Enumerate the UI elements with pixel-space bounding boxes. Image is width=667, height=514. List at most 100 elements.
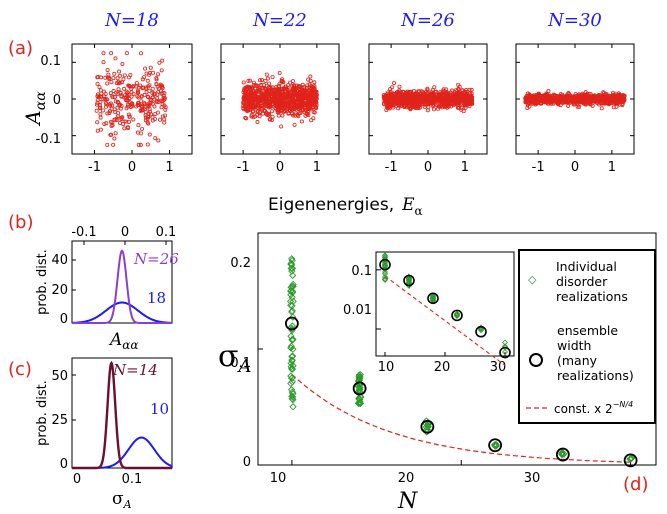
panel-a-point (104, 121, 109, 126)
panel-a-point (120, 80, 125, 85)
panel-a-point (103, 91, 108, 96)
inset-circle (379, 258, 391, 271)
panel-a-point (141, 75, 146, 80)
panel-a-point (277, 88, 282, 93)
panel-a-point (272, 93, 277, 98)
panel-a-point (300, 82, 305, 87)
panel-d-diamond (355, 373, 363, 381)
panel-a-point (607, 101, 612, 106)
panel-a-point (412, 95, 417, 100)
panel-a-point (244, 85, 249, 90)
panel-c-xlabel: σA (112, 489, 132, 511)
panel-a-point (149, 112, 154, 117)
panel-a-point (407, 94, 412, 99)
panel-a-point (565, 94, 570, 99)
panel-a-point (462, 103, 467, 108)
panel-a-point (464, 95, 469, 100)
panel-a-xtick: 1 (313, 160, 321, 175)
panel-a-point (245, 108, 250, 113)
panel-a-point (114, 90, 119, 95)
panel-d-diamond (626, 455, 634, 463)
panel-a-point (252, 105, 257, 110)
panel-a-point (284, 100, 289, 105)
panel-a-point (310, 100, 315, 105)
panel-a-point (280, 90, 285, 95)
panel-a-point (461, 109, 466, 114)
panel-a-point (109, 124, 114, 129)
panel-a-point (103, 104, 108, 109)
panel-a-point (241, 80, 246, 85)
panel-a-point (262, 90, 267, 95)
panel-a-point (279, 78, 284, 83)
panel-a-point (590, 103, 595, 108)
panel-a-point (285, 88, 290, 93)
panel-a-point (161, 94, 166, 99)
panel-a-point (270, 102, 275, 107)
panel-d-xtick: 20 (398, 471, 415, 486)
panel-a-point (267, 81, 272, 86)
panel-d-ytick: 0.2 (230, 256, 251, 271)
panel-a-point (542, 99, 547, 104)
panel-a-point (112, 71, 117, 76)
panel-a-point (98, 88, 103, 93)
panel-d-xlabel: N (397, 489, 418, 514)
panel-a-point (143, 109, 148, 114)
inset-diamond (502, 343, 508, 350)
panel-d-diamond (289, 393, 297, 401)
panel-a-point (297, 93, 302, 98)
panel-a-point (458, 102, 463, 107)
panel-a-point (599, 106, 604, 111)
panel-a-point (292, 122, 297, 127)
inset-fit-line (384, 275, 506, 366)
panel-a-point (291, 92, 296, 97)
panel-a-point (129, 102, 134, 107)
panel-a-point (262, 98, 267, 103)
inset-diamond (382, 253, 388, 260)
panel-a-point (419, 93, 424, 98)
panel-a-point (294, 111, 299, 116)
panel-a-point (245, 104, 250, 109)
panel-a-point (262, 101, 267, 106)
inset-diamond (502, 349, 508, 355)
inset-diamond (430, 293, 436, 300)
panel-a-point (253, 89, 258, 94)
panel-a-subplot: -1 0 1 N=26 (368, 10, 488, 175)
panel-a-point (131, 117, 136, 122)
panel-a-point (126, 83, 131, 88)
panel-a-xtick: -1 (88, 160, 101, 175)
panel-c-label-10: 10 (150, 400, 169, 418)
panel-a-point (274, 102, 279, 107)
panel-d-fit-line (291, 373, 631, 463)
panel-b-curve-18 (72, 301, 172, 324)
panel-a-point (293, 113, 298, 118)
panel-a-point (98, 115, 103, 120)
panel-a-point (601, 90, 606, 95)
panel-a-subplot: -1 0 1 N=22 (220, 10, 340, 175)
panel-a-point (308, 78, 313, 83)
panel-d-diamond (289, 362, 297, 370)
panel-a-point (566, 103, 571, 108)
panel-c-frame (71, 357, 173, 469)
panel-a-point (433, 89, 438, 94)
panel-d: σA 0.2 0.1 0 10 20 30 N 0.1 0.01 10 20 3… (218, 232, 657, 514)
panel-a-point (139, 51, 144, 56)
panel-a-point (140, 86, 145, 91)
panel-a-point (557, 100, 562, 105)
panel-a-point (524, 94, 529, 99)
panel-a-point (458, 98, 463, 103)
panel-a-point (308, 74, 313, 79)
panel-d-diamond (287, 332, 295, 340)
panel-d-ylabel: σA (218, 339, 251, 377)
panel-b-ytick: 0 (60, 312, 68, 327)
panel-a-point (613, 95, 618, 100)
panel-a-point (292, 103, 297, 108)
panel-a-point (159, 105, 164, 110)
panel-a-point (118, 106, 123, 111)
panel-a-point (264, 72, 269, 77)
panel-a-point (131, 83, 136, 88)
panel-a-point (136, 142, 141, 147)
panel-a-point (435, 103, 440, 108)
panel-b-top-tick: -0.1 (71, 225, 96, 240)
panel-c-ytick: 50 (51, 369, 68, 384)
